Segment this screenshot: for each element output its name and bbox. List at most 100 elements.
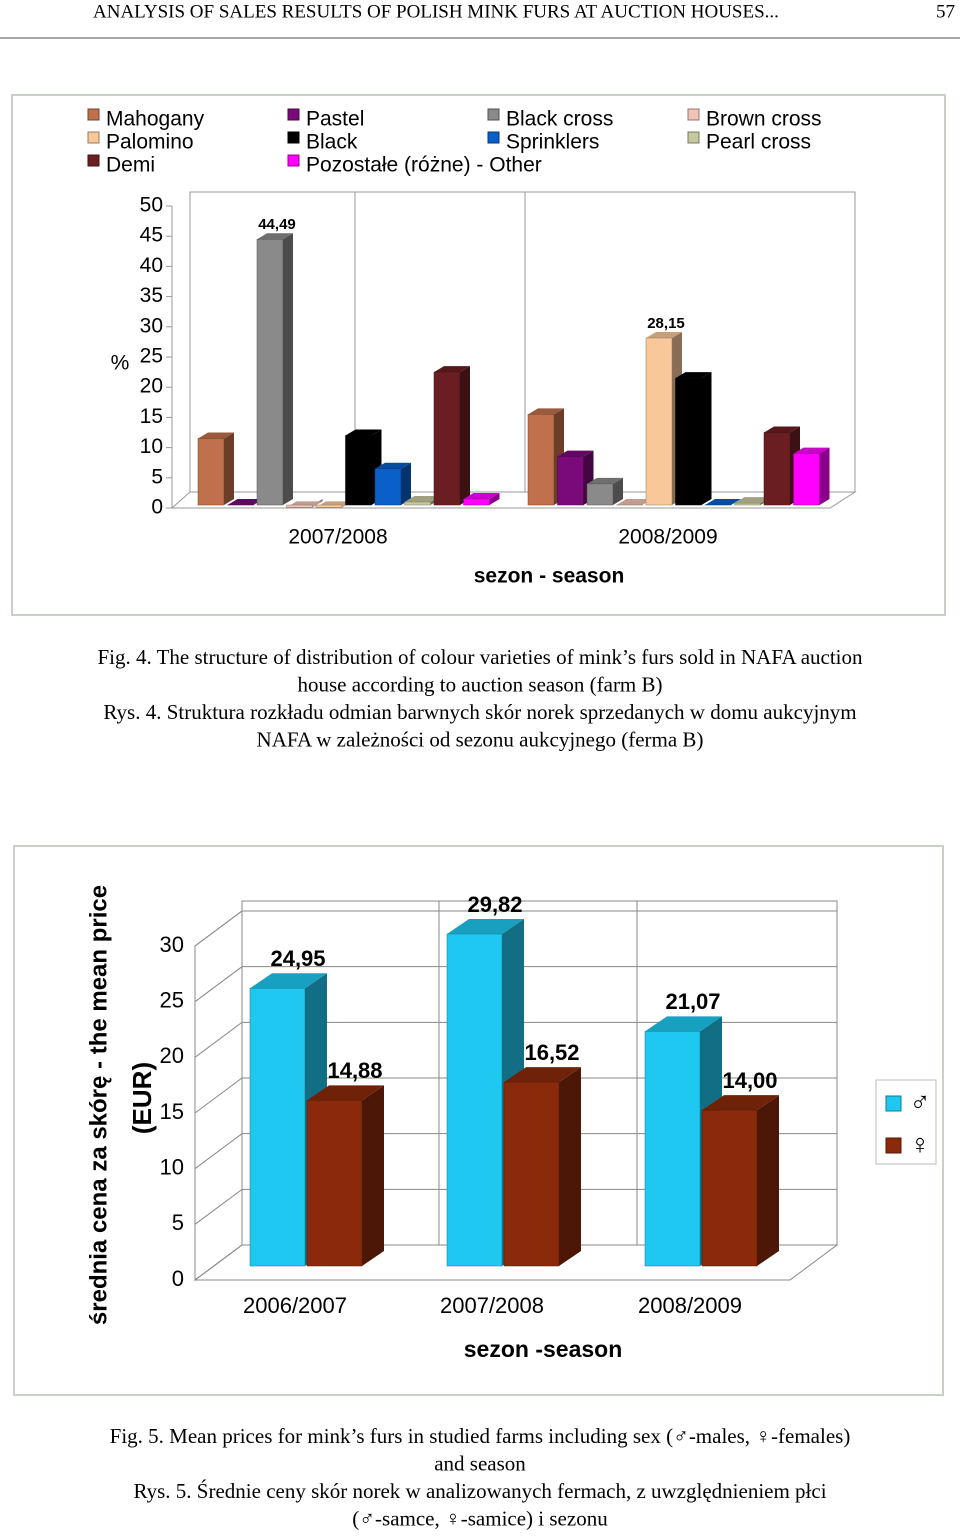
bar-top xyxy=(463,492,500,499)
bar xyxy=(463,498,490,506)
y-tick-label: 40 xyxy=(140,254,163,277)
data-label: 16,52 xyxy=(524,1040,579,1065)
bar-side xyxy=(283,233,293,505)
bar-top xyxy=(675,372,712,379)
legend-swatch xyxy=(885,1137,902,1154)
y-tick-label: 5 xyxy=(151,465,163,488)
bar-top xyxy=(764,426,800,433)
bar-top xyxy=(557,450,594,457)
y-tick-label: 25 xyxy=(160,987,184,1012)
bar xyxy=(734,502,761,506)
caption-line: house according to auction season (farm … xyxy=(297,672,662,696)
x-tick-label: 2007/2008 xyxy=(440,1293,544,1318)
bar xyxy=(197,438,225,506)
legend-swatch xyxy=(87,131,100,144)
data-label: 14,00 xyxy=(722,1068,777,1093)
bar-top xyxy=(307,1085,384,1101)
legend-swatch xyxy=(687,131,700,144)
page-number: 57 xyxy=(936,1,955,22)
y-tick-label: 15 xyxy=(140,405,163,428)
x-tick-label: 2008/2009 xyxy=(638,1293,742,1318)
x-tick-label: 2006/2007 xyxy=(243,1293,347,1318)
bar xyxy=(645,337,673,506)
caption-line: Fig. 4. The structure of distribution of… xyxy=(97,645,863,669)
bar xyxy=(249,987,306,1267)
bar-side xyxy=(489,492,500,505)
bar-side xyxy=(701,372,712,505)
y-tick-label: 20 xyxy=(160,1043,184,1068)
bar xyxy=(675,377,702,506)
legend-swatch xyxy=(287,131,300,144)
bar-side xyxy=(819,447,830,505)
bar xyxy=(286,504,313,508)
legend-label: ♀ xyxy=(910,1128,931,1159)
chart-frame xyxy=(13,845,944,1396)
caption-line: Rys. 4. Struktura rozkładu odmian barwny… xyxy=(103,700,856,724)
grid-line xyxy=(194,966,837,1003)
bar-side xyxy=(731,498,741,505)
caption-line: NAFA w zależności od sezonu aukcyjnego (… xyxy=(257,727,704,751)
x-tick-label: 2007/2008 xyxy=(288,526,387,549)
y-axis-label: % xyxy=(111,352,130,375)
bar-top xyxy=(587,477,623,484)
x-tick-label: 2008/2009 xyxy=(618,526,717,549)
caption-line: Fig. 5. Mean prices for mink’s furs in s… xyxy=(110,1424,851,1448)
bar-side xyxy=(362,1085,384,1266)
bar xyxy=(557,456,584,506)
y-tick-label: 30 xyxy=(160,932,184,957)
legend-label: Demi xyxy=(106,154,155,177)
bar-side xyxy=(559,1067,581,1266)
y-tick-label: 50 xyxy=(140,194,163,217)
data-label: 29,82 xyxy=(467,892,522,917)
data-label: 24,95 xyxy=(270,946,325,971)
bar-side xyxy=(401,462,411,505)
bar-top xyxy=(702,1095,779,1111)
caption-line: Rys. 5. Średnie ceny skór norek w analiz… xyxy=(133,1479,826,1503)
caption-line: and season xyxy=(434,1451,526,1475)
bar xyxy=(446,933,503,1267)
bar-side xyxy=(757,1095,779,1266)
legend-label: Palomino xyxy=(106,131,194,154)
y-tick-label: 20 xyxy=(140,375,163,398)
legend-label: Black xyxy=(306,131,358,154)
bar-top xyxy=(734,497,771,504)
legend-swatch xyxy=(687,108,700,121)
y-tick-label: 10 xyxy=(140,435,163,458)
grid-line xyxy=(194,1244,837,1281)
y-tick-label: 30 xyxy=(140,314,163,337)
data-label: 44,49 xyxy=(258,216,296,233)
grid-line xyxy=(194,910,837,947)
legend-label: Pastel xyxy=(306,108,364,131)
bar-top xyxy=(705,498,741,505)
bar xyxy=(315,504,343,508)
legend-label: Pozostałe (różne) - Other xyxy=(306,154,542,177)
bar-side xyxy=(613,477,623,505)
bar xyxy=(404,501,431,506)
caption-line: (♂-samce, ♀-samice) i sezonu xyxy=(352,1506,608,1530)
bar xyxy=(527,414,555,506)
legend-label: Pearl cross xyxy=(706,131,811,154)
chart-frame xyxy=(11,94,946,616)
x-axis-label: sezon -season xyxy=(464,1336,623,1362)
data-label: 28,15 xyxy=(647,315,685,332)
legend-label: Sprinklers xyxy=(506,131,599,154)
data-label: 21,07 xyxy=(665,989,720,1014)
bar-top xyxy=(528,408,564,415)
grid-line xyxy=(194,1077,837,1114)
y-tick-label: 5 xyxy=(172,1210,184,1235)
y-tick-label: 0 xyxy=(151,496,163,519)
bar xyxy=(345,435,372,506)
bar xyxy=(256,239,284,506)
grid-line xyxy=(194,1188,837,1225)
bar-top xyxy=(434,366,470,373)
grid-line xyxy=(194,1021,837,1058)
y-tick-label: 10 xyxy=(160,1154,184,1179)
y-axis-label: średnia cena za skórę - the mean price xyxy=(85,885,112,1325)
bar xyxy=(503,1081,560,1267)
data-label: 14,88 xyxy=(327,1058,382,1083)
bar-top xyxy=(375,462,411,469)
bar xyxy=(644,1031,701,1267)
running-header: ANALYSIS OF SALES RESULTS OF POLISH MINK… xyxy=(93,1,779,22)
y-tick-label: 25 xyxy=(140,345,163,368)
